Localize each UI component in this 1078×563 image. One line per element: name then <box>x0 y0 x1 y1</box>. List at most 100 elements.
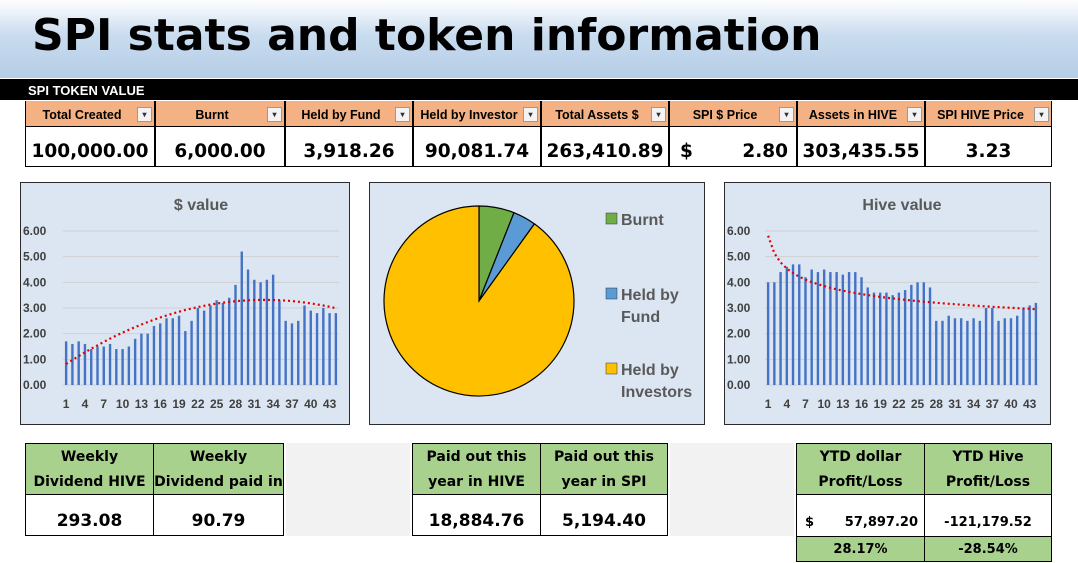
filter-dropdown-icon[interactable]: ▾ <box>523 107 538 122</box>
bar <box>315 313 319 385</box>
col-spi-usd-price: SPI $ Price ▾ $2.80 <box>669 101 797 167</box>
x-tick-label: 7 <box>100 397 107 411</box>
x-tick-label: 25 <box>210 397 224 411</box>
x-tick-label: 19 <box>172 397 186 411</box>
bar <box>804 277 807 385</box>
bar <box>785 266 788 385</box>
x-tick-label: 10 <box>116 397 130 411</box>
ytd-dollar-percent: 28.17% <box>796 536 925 562</box>
y-tick-label: 3.00 <box>727 301 751 315</box>
x-tick-label: 25 <box>911 397 925 411</box>
bar <box>991 308 994 385</box>
bar <box>947 315 950 385</box>
legend-swatch <box>605 362 618 375</box>
chart-title: Hive value <box>862 197 941 214</box>
bar <box>891 295 894 385</box>
filter-dropdown-icon[interactable]: ▾ <box>651 107 666 122</box>
bar <box>246 269 250 385</box>
x-tick-label: 31 <box>248 397 262 411</box>
bar <box>271 274 275 385</box>
ytd-dollar-header: YTD dollar Profit/Loss <box>796 443 925 495</box>
bar <box>779 272 782 385</box>
y-tick-label: 6.00 <box>727 224 751 238</box>
weekly-spi-value: 90.79 <box>153 494 284 536</box>
bar <box>215 300 218 385</box>
x-tick-label: 28 <box>229 397 243 411</box>
filter-dropdown-icon[interactable]: ▾ <box>907 107 922 122</box>
pie-slice <box>383 205 575 397</box>
x-tick-label: 40 <box>1004 397 1018 411</box>
x-tick-label: 37 <box>285 397 299 411</box>
page-title: SPI stats and token information <box>32 10 822 61</box>
bar <box>910 284 913 385</box>
bar <box>209 305 212 385</box>
filter-dropdown-icon[interactable]: ▾ <box>779 107 794 122</box>
filter-dropdown-icon[interactable]: ▾ <box>267 107 282 122</box>
filter-dropdown-icon[interactable]: ▾ <box>395 107 410 122</box>
header-burnt: Burnt <box>195 108 229 122</box>
header-spi-hive-price: SPI HIVE Price <box>937 108 1024 122</box>
bar <box>922 282 925 385</box>
x-tick-label: 22 <box>191 397 205 411</box>
hive-value-chart-panel: Hive value 0.00 1.00 2.00 3.00 4.00 5.00 6.00 1 4… <box>724 182 1051 425</box>
header-total-created: Total Created <box>42 108 122 122</box>
bar <box>202 310 206 385</box>
y-tick-label: 5.00 <box>23 250 47 264</box>
x-tick-label: 34 <box>967 397 981 411</box>
bar <box>1034 302 1038 385</box>
x-tick-label: 28 <box>930 397 944 411</box>
x-tick-label: 22 <box>892 397 906 411</box>
bar <box>71 343 74 385</box>
bar <box>159 323 162 385</box>
bar <box>303 305 306 385</box>
paid-spi-value: 5,194.40 <box>540 494 668 536</box>
bar <box>146 333 149 385</box>
weekly-hive-header: Weekly Dividend HIVE value <box>25 443 154 515</box>
bar <box>966 320 969 385</box>
bar <box>196 308 200 385</box>
bar <box>897 292 901 385</box>
bar <box>108 343 112 385</box>
value-total-created: 100,000.00 <box>31 141 149 162</box>
bar <box>290 323 294 385</box>
bar <box>171 318 174 385</box>
bar <box>847 272 851 385</box>
bar <box>334 313 338 385</box>
legend-label: Burnt <box>621 212 664 229</box>
bar <box>854 272 857 385</box>
header-held-by-investor: Held by Investor <box>420 108 518 122</box>
ytd-hive-value: -121,179.52 <box>924 494 1052 537</box>
usd-value-chart-panel: $ value 0.00 1.00 2.00 3.00 4.00 5.00 6.00 1 4 7 10… <box>20 182 350 425</box>
ytd-hive-header: YTD Hive Profit/Loss <box>924 443 1052 495</box>
filter-dropdown-icon[interactable]: ▾ <box>1034 107 1049 122</box>
bar <box>259 282 262 385</box>
value-assets-in-hive: 303,435.55 <box>802 141 920 162</box>
bar <box>284 320 287 385</box>
value-burnt: 6,000.00 <box>174 141 266 162</box>
bar <box>1003 318 1006 385</box>
legend-label: Fund <box>621 309 660 326</box>
col-assets-in-hive: Assets in HIVE ▾ 303,435.55 <box>797 101 925 167</box>
bar <box>916 282 919 385</box>
currency-symbol: $ <box>805 515 815 530</box>
bar <box>791 264 795 385</box>
bar <box>822 269 826 385</box>
distribution-pie-panel: Burnt Held by Fund Held by Investors <box>369 182 705 425</box>
bar <box>90 349 93 385</box>
y-tick-label: 2.00 <box>23 327 47 341</box>
legend-swatch <box>605 212 618 225</box>
x-tick-label: 43 <box>1023 397 1037 411</box>
bar <box>1022 308 1025 385</box>
y-tick-label: 4.00 <box>727 275 751 289</box>
x-tick-label: 37 <box>986 397 1000 411</box>
bar <box>972 318 975 385</box>
bar <box>234 284 237 385</box>
bar <box>841 274 845 385</box>
bar <box>322 308 325 385</box>
filter-dropdown-icon[interactable]: ▾ <box>137 107 152 122</box>
y-tick-label: 0.00 <box>727 378 751 392</box>
value-spi-hive-price: 3.23 <box>965 141 1012 162</box>
x-tick-label: 4 <box>82 397 89 411</box>
bar <box>253 279 256 385</box>
